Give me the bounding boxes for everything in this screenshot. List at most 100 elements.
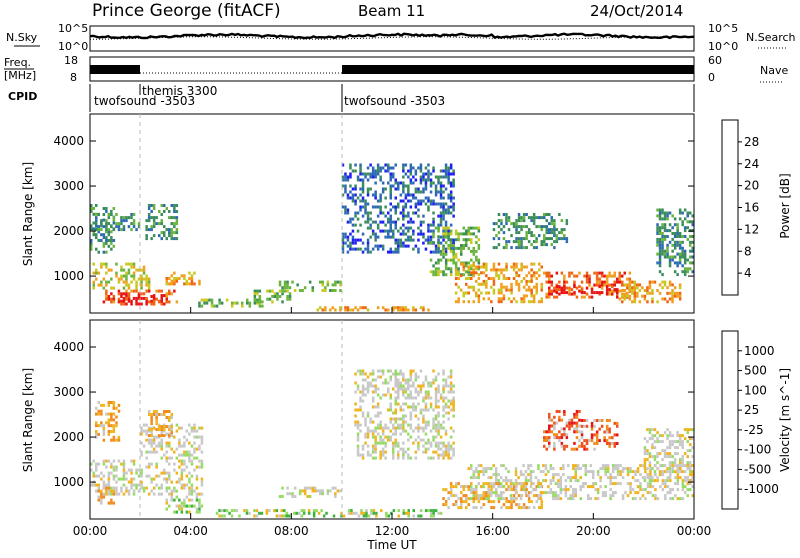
data-cell	[165, 450, 168, 454]
data-cell	[125, 289, 128, 293]
y-tick-label: 1000	[53, 475, 84, 489]
data-cell	[449, 223, 453, 227]
data-cell	[534, 488, 538, 492]
data-cell	[344, 211, 347, 215]
data-cell	[676, 243, 679, 247]
data-cell	[364, 247, 367, 251]
data-cell	[449, 375, 453, 379]
data-cell	[170, 279, 173, 283]
data-cell	[666, 446, 669, 450]
data-cell	[618, 274, 621, 278]
data-cell	[105, 289, 108, 293]
data-cell	[127, 271, 131, 275]
data-cell	[346, 175, 350, 179]
data-cell	[125, 274, 128, 278]
data-cell	[512, 485, 516, 489]
data-cell	[480, 271, 483, 275]
data-cell	[674, 470, 677, 474]
data-cell	[449, 199, 453, 203]
data-cell	[397, 229, 400, 233]
data-cell	[515, 219, 518, 223]
data-cell	[150, 228, 153, 232]
data-cell	[594, 497, 597, 501]
data-cell	[200, 492, 204, 496]
x-tick-label: 00:00	[73, 524, 108, 538]
data-cell	[643, 294, 647, 298]
data-cell	[356, 450, 360, 454]
data-cell	[490, 488, 493, 492]
data-cell	[402, 509, 405, 513]
data-cell	[346, 238, 350, 242]
data-cell	[548, 213, 551, 216]
data-cell	[611, 292, 614, 296]
data-cell	[422, 308, 425, 312]
data-cell	[173, 510, 176, 514]
data-cell	[92, 207, 95, 210]
data-cell	[341, 193, 345, 197]
data-cell	[462, 246, 465, 250]
data-cell	[517, 494, 521, 498]
data-cell	[557, 473, 560, 477]
data-cell	[278, 295, 282, 298]
data-cell	[160, 231, 163, 235]
data-cell	[668, 446, 672, 450]
data-cell	[402, 169, 405, 173]
data-cell	[434, 435, 438, 439]
data-cell	[132, 262, 136, 266]
data-cell	[95, 474, 98, 478]
data-cell	[472, 226, 475, 230]
data-cell	[90, 483, 93, 487]
data-cell	[479, 470, 483, 474]
data-cell	[92, 471, 95, 475]
data-cell	[587, 485, 590, 489]
data-cell	[472, 491, 475, 495]
data-cell	[559, 488, 563, 492]
data-cell	[686, 431, 689, 435]
data-cell	[626, 277, 629, 281]
data-cell	[585, 286, 589, 290]
data-cell	[467, 270, 470, 274]
data-cell	[397, 456, 400, 460]
data-cell	[517, 216, 521, 220]
data-cell	[427, 208, 430, 212]
data-cell	[286, 492, 289, 496]
data-cell	[409, 384, 413, 388]
data-cell	[548, 228, 551, 232]
data-cell	[604, 473, 607, 477]
data-cell	[520, 297, 523, 301]
data-cell	[525, 274, 528, 278]
data-cell	[414, 438, 418, 442]
data-cell	[465, 497, 468, 501]
data-cell	[545, 237, 548, 241]
data-cell	[379, 423, 382, 427]
data-cell	[598, 419, 601, 422]
data-cell	[604, 485, 607, 489]
data-cell	[132, 459, 136, 463]
data-cell	[195, 492, 199, 496]
data-cell	[168, 289, 171, 293]
data-cell	[477, 476, 480, 480]
data-cell	[623, 297, 626, 301]
data-cell	[611, 494, 615, 498]
data-cell	[658, 211, 662, 215]
data-cell	[394, 238, 397, 242]
data-cell	[281, 286, 284, 290]
data-cell	[165, 456, 168, 460]
data-cell	[414, 172, 418, 176]
data-cell	[361, 199, 365, 203]
data-cell	[130, 468, 133, 472]
data-cell	[422, 241, 425, 245]
data-cell	[577, 479, 580, 483]
data-cell	[412, 196, 415, 200]
data-cell	[465, 500, 468, 504]
data-cell	[434, 390, 438, 394]
data-cell	[681, 479, 685, 483]
data-cell	[585, 292, 589, 296]
data-cell	[470, 476, 473, 480]
data-cell	[392, 423, 395, 427]
data-cell	[454, 268, 458, 272]
data-cell	[311, 486, 314, 490]
data-cell	[553, 427, 556, 431]
data-cell	[394, 420, 397, 424]
data-cell	[397, 396, 400, 400]
